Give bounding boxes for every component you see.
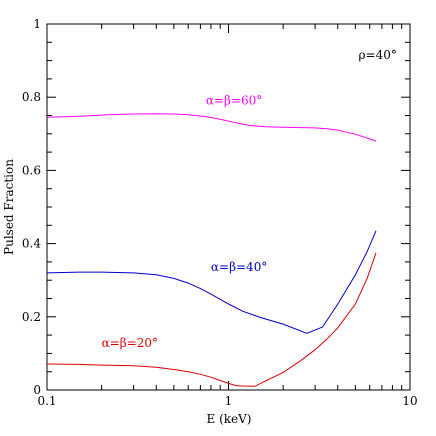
series-label-2: α=β=40° — [211, 260, 267, 274]
axis-ticks — [46, 23, 411, 391]
y-tick-label: 0.6 — [22, 163, 41, 177]
y-tick-label: 0 — [33, 383, 41, 397]
axis-tick-labels: 0.1 1 10 0 0.2 0.4 0.6 0.8 1 — [22, 17, 418, 408]
series-label-3: α=β=20° — [102, 336, 158, 350]
x-axis-title: E (keV) — [207, 412, 252, 426]
series-labels: α=β=60° α=β=40° α=β=20° — [102, 94, 268, 350]
x-tick-label: 10 — [402, 394, 417, 408]
series-label-1: α=β=60° — [206, 94, 262, 108]
y-axis-title: Pulsed Fraction — [2, 159, 16, 255]
series-line-1 — [46, 113, 377, 142]
annotation-1: ρ=40° — [358, 48, 396, 62]
y-tick-label: 1 — [33, 17, 41, 31]
x-tick-label: 1 — [225, 394, 233, 408]
series-line-2 — [46, 230, 377, 334]
x-tick-label: 0.1 — [37, 394, 56, 408]
y-tick-label: 0.2 — [22, 310, 41, 324]
y-tick-label: 0.4 — [22, 237, 41, 251]
series-lines — [46, 113, 377, 387]
y-tick-label: 0.8 — [22, 90, 41, 104]
series-line-3 — [46, 252, 377, 387]
annotations: ρ=40° — [358, 48, 396, 62]
